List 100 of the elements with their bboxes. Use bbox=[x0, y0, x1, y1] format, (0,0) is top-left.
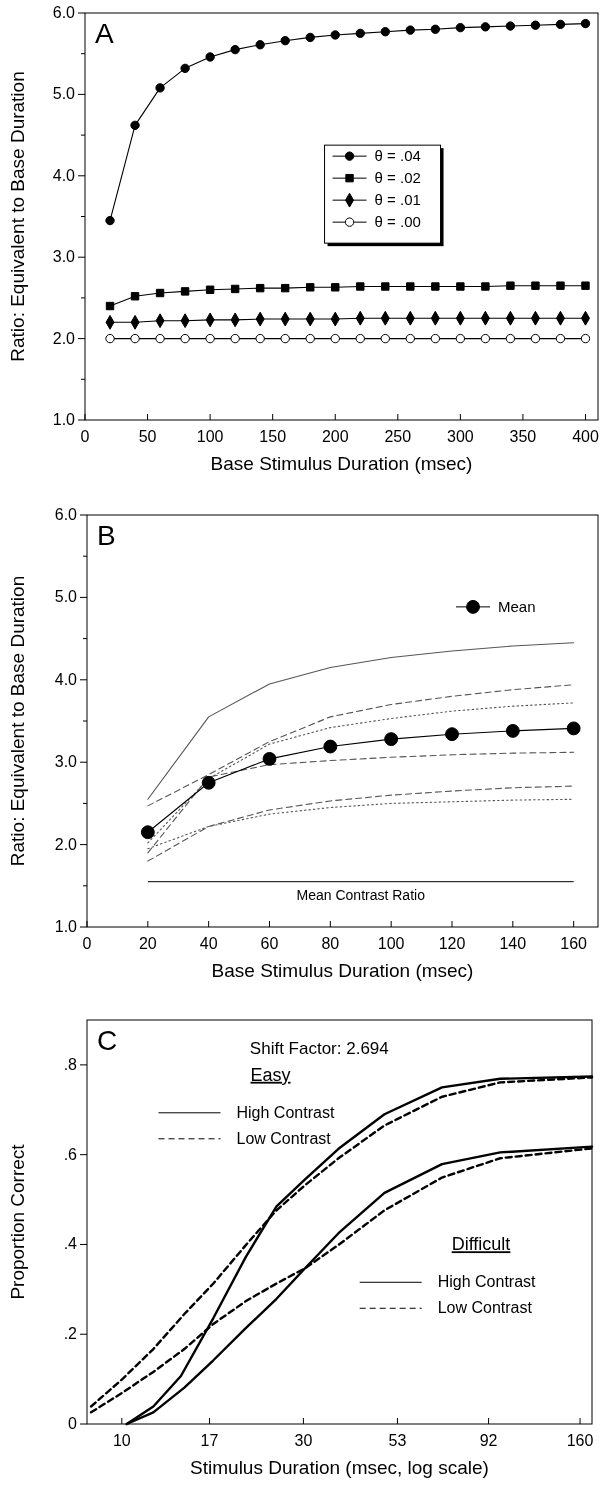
ref-line-label: Mean Contrast Ratio bbox=[296, 886, 426, 903]
point bbox=[431, 282, 440, 291]
point bbox=[255, 283, 265, 293]
point bbox=[530, 333, 541, 344]
y-tick-label: 0 bbox=[68, 1415, 78, 1432]
point bbox=[180, 63, 190, 74]
legend-label: θ = .00 bbox=[374, 213, 421, 231]
y-tick-label: .2 bbox=[63, 1325, 78, 1343]
x-tick-label: 100 bbox=[196, 428, 224, 445]
y-axis-title: Ratio: Equivalent to Base Duration bbox=[7, 575, 28, 867]
point bbox=[323, 739, 338, 754]
y-tick-label: 6.0 bbox=[54, 506, 78, 523]
point bbox=[105, 301, 115, 311]
legend-label: Low Contrast bbox=[437, 1299, 533, 1317]
point bbox=[506, 281, 515, 290]
x-tick-label: 200 bbox=[321, 428, 349, 445]
point bbox=[430, 333, 441, 344]
point bbox=[381, 282, 390, 291]
point bbox=[456, 282, 465, 291]
y-tick-label: 4.0 bbox=[54, 670, 78, 688]
x-tick-label: 300 bbox=[447, 428, 474, 445]
point bbox=[380, 27, 390, 37]
point bbox=[105, 215, 115, 226]
point bbox=[566, 721, 581, 736]
x-tick-label: 17 bbox=[200, 1432, 219, 1449]
point bbox=[130, 333, 140, 344]
point bbox=[230, 284, 240, 294]
x-tick-label: 53 bbox=[388, 1432, 407, 1449]
y-tick-label: 5.0 bbox=[54, 588, 78, 606]
x-tick-label: 0 bbox=[80, 428, 90, 445]
x-tick-label: 160 bbox=[560, 935, 588, 952]
point bbox=[230, 44, 240, 55]
x-tick-label: 160 bbox=[566, 1432, 594, 1449]
point bbox=[305, 333, 315, 344]
point bbox=[180, 287, 190, 296]
point bbox=[405, 333, 415, 344]
point bbox=[105, 333, 115, 344]
point bbox=[205, 285, 215, 294]
point bbox=[306, 283, 315, 292]
x-tick-label: 400 bbox=[572, 428, 599, 445]
point bbox=[480, 22, 491, 32]
point bbox=[155, 333, 165, 344]
point bbox=[581, 281, 590, 290]
y-tick-label: 5.0 bbox=[52, 85, 76, 103]
point bbox=[180, 333, 190, 344]
y-tick-label: 3.0 bbox=[52, 248, 76, 266]
line-series bbox=[147, 642, 575, 800]
x-tick-label: 250 bbox=[384, 428, 412, 445]
x-tick-label: 120 bbox=[438, 935, 466, 952]
point bbox=[255, 40, 265, 50]
point bbox=[155, 288, 165, 298]
x-tick-label: 350 bbox=[509, 428, 537, 445]
point bbox=[480, 333, 491, 344]
y-axis-title: Proportion Correct bbox=[7, 1143, 28, 1300]
point bbox=[355, 333, 365, 344]
y-axis-title: Ratio: Equivalent to Base Duration bbox=[7, 71, 28, 362]
point bbox=[262, 751, 277, 766]
y-tick-label: .4 bbox=[63, 1235, 78, 1253]
point bbox=[384, 732, 399, 747]
y-tick-label: .8 bbox=[63, 1055, 78, 1073]
point bbox=[505, 333, 516, 344]
point bbox=[330, 333, 340, 344]
x-tick-label: 92 bbox=[479, 1432, 498, 1449]
point bbox=[155, 83, 165, 93]
chart-title: B bbox=[97, 520, 116, 551]
x-tick-label: 140 bbox=[499, 935, 527, 952]
point bbox=[355, 28, 365, 39]
annotation: Shift Factor: 2.694 bbox=[249, 1039, 389, 1058]
point bbox=[330, 30, 340, 40]
point bbox=[555, 19, 566, 30]
y-tick-label: 1.0 bbox=[52, 411, 76, 428]
point bbox=[580, 18, 591, 29]
y-tick-label: .6 bbox=[63, 1145, 78, 1163]
y-tick-label: 6.0 bbox=[52, 4, 76, 21]
point bbox=[405, 25, 415, 35]
point bbox=[430, 24, 441, 34]
legend-label: High Contrast bbox=[236, 1103, 335, 1121]
point bbox=[505, 723, 520, 738]
chart-title: C bbox=[97, 1025, 118, 1056]
y-tick-label: 1.0 bbox=[54, 918, 78, 935]
legend-label: Low Contrast bbox=[236, 1129, 332, 1147]
y-tick-label: 2.0 bbox=[54, 835, 78, 853]
point bbox=[481, 282, 490, 291]
point bbox=[305, 32, 315, 43]
point bbox=[556, 281, 565, 290]
point bbox=[205, 333, 215, 344]
point bbox=[580, 333, 591, 344]
point bbox=[280, 283, 290, 293]
point bbox=[406, 282, 415, 291]
x-tick-label: 0 bbox=[82, 935, 92, 952]
x-tick-label: 10 bbox=[112, 1432, 131, 1449]
x-axis-title: Base Stimulus Duration (msec) bbox=[210, 453, 473, 474]
x-tick-label: 40 bbox=[199, 935, 218, 952]
x-tick-label: 50 bbox=[138, 428, 157, 445]
annotation: Difficult bbox=[451, 1234, 511, 1255]
x-tick-label: 20 bbox=[138, 935, 157, 952]
x-tick-label: 150 bbox=[259, 428, 287, 445]
point bbox=[531, 281, 540, 290]
x-axis-title: Stimulus Duration (msec, log scale) bbox=[190, 1457, 489, 1478]
legend-label: θ = .02 bbox=[374, 169, 421, 187]
